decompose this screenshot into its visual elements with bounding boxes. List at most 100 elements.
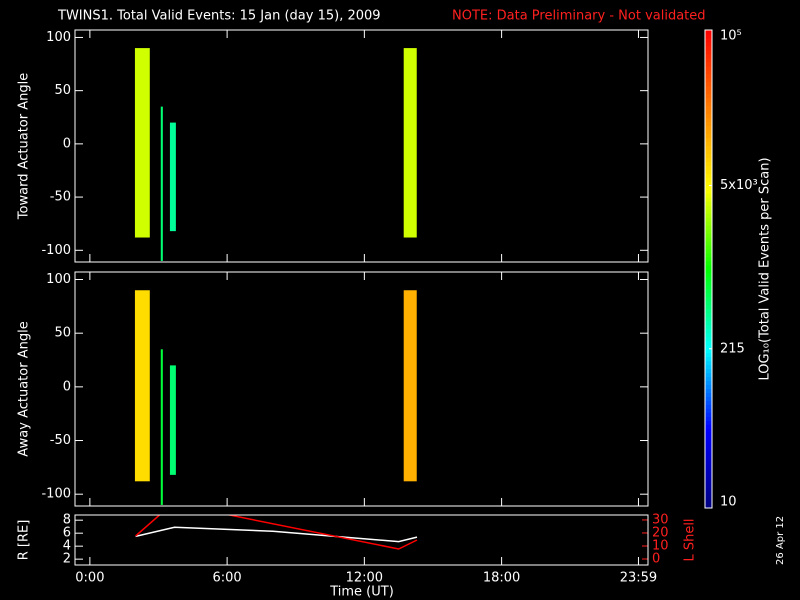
colorbar-segment <box>705 312 712 318</box>
colorbar-segment <box>705 300 712 306</box>
x-tick-label: 12:00 <box>346 571 383 586</box>
colorbar-segment <box>705 73 712 79</box>
y-tick-label: -100 <box>41 487 71 502</box>
colorbar-segment <box>705 408 712 413</box>
y-tick-label: -50 <box>50 433 71 448</box>
date: 26 Apr 12 <box>775 516 786 565</box>
colorbar-segment <box>705 257 712 262</box>
axes-frame <box>74 271 649 507</box>
colorbar-segment <box>705 113 712 119</box>
y-tick-label: 100 <box>46 272 71 287</box>
colorbar-segment <box>705 149 712 154</box>
colorbar-tick-label: 10 <box>720 495 737 510</box>
note: NOTE: Data Preliminary - Not validated <box>452 9 706 24</box>
heatmap-cell <box>403 48 417 238</box>
colorbar-segment <box>705 444 712 449</box>
y-tick-label: 100 <box>46 30 71 45</box>
colorbar-segment <box>705 189 712 194</box>
y-tick-label: 0 <box>63 136 71 151</box>
colorbar-segment <box>705 348 712 354</box>
colorbar-segment <box>705 213 712 218</box>
colorbar-segment <box>705 229 712 234</box>
colorbar-segment <box>705 93 712 99</box>
x-axis-label: Time (UT) <box>329 585 394 600</box>
heatmap-cell <box>169 365 176 475</box>
colorbar-segment <box>705 37 712 43</box>
colorbar-segment <box>705 265 712 270</box>
heatmap-cell <box>134 48 150 238</box>
colorbar-segment <box>705 428 712 433</box>
colorbar-segment <box>705 217 712 222</box>
colorbar-segment <box>705 480 712 485</box>
colorbar-segment <box>705 205 712 210</box>
colorbar-segment <box>705 221 712 226</box>
colorbar-segment <box>705 201 712 206</box>
colorbar-frame <box>704 29 713 509</box>
colorbar-segment <box>705 81 712 87</box>
colorbar-segment <box>705 165 712 170</box>
colorbar-segment <box>705 65 712 71</box>
colorbar-segment <box>705 185 712 190</box>
colorbar-segment <box>705 85 712 91</box>
colorbar-segment <box>705 133 712 139</box>
colorbar-segment <box>705 77 712 83</box>
colorbar-segment <box>705 388 712 393</box>
colorbar-segment <box>705 173 712 178</box>
y2-axis-label: L Shell <box>683 518 698 561</box>
colorbar-segment <box>705 328 712 334</box>
colorbar-segment <box>705 352 712 358</box>
colorbar-segment <box>705 57 712 63</box>
colorbar-segment <box>705 476 712 481</box>
colorbar-segment <box>705 316 712 322</box>
colorbar-segment <box>705 284 712 290</box>
colorbar-segment <box>705 89 712 95</box>
colorbar-segment <box>705 344 712 350</box>
colorbar-segment <box>705 33 712 39</box>
colorbar-segment <box>705 101 712 107</box>
colorbar-segment <box>705 320 712 326</box>
y-tick-label: 6 <box>63 526 71 541</box>
colorbar-segment <box>705 488 712 493</box>
colorbar-segment <box>705 117 712 123</box>
heatmap-cell <box>160 106 163 261</box>
colorbar-segment <box>705 109 712 115</box>
y-axis-label: R [RE] <box>17 520 32 561</box>
y-tick-label: 2 <box>63 552 71 567</box>
colorbar-segment <box>705 161 712 166</box>
colorbar-segment <box>705 416 712 421</box>
y-tick-label: -100 <box>41 243 71 258</box>
colorbar-segment <box>705 340 712 346</box>
colorbar-segment <box>705 197 712 202</box>
colorbar-segment <box>705 364 712 370</box>
colorbar-segment <box>705 125 712 131</box>
colorbar-segment <box>705 157 712 162</box>
colorbar-segment <box>705 504 712 509</box>
colorbar-segment <box>705 448 712 453</box>
colorbar-segment <box>705 468 712 473</box>
colorbar-segment <box>705 500 712 505</box>
x-tick-label: 18:00 <box>483 571 520 586</box>
colorbar-segment <box>705 484 712 489</box>
colorbar-segment <box>705 304 712 310</box>
colorbar-segment <box>705 372 712 378</box>
colorbar-segment <box>705 141 712 147</box>
colorbar-segment <box>705 121 712 127</box>
colorbar-segment <box>705 360 712 366</box>
y-tick-label: 8 <box>63 513 71 528</box>
colorbar-tick-label: 215 <box>720 341 745 356</box>
colorbar-segment <box>705 404 712 409</box>
colorbar-segment <box>705 496 712 501</box>
colorbar-segment <box>705 249 712 254</box>
colorbar-segment <box>705 440 712 445</box>
colorbar-segment <box>705 296 712 302</box>
colorbar-segment <box>705 145 712 150</box>
colorbar-segment <box>705 169 712 174</box>
y-tick-label: -50 <box>50 190 71 205</box>
y2-tick-label: 0 <box>652 552 660 567</box>
colorbar-segment <box>705 253 712 258</box>
colorbar-segment <box>705 324 712 330</box>
colorbar-segment <box>705 209 712 214</box>
y-tick-label: 4 <box>63 539 71 554</box>
colorbar-segment <box>705 376 712 382</box>
